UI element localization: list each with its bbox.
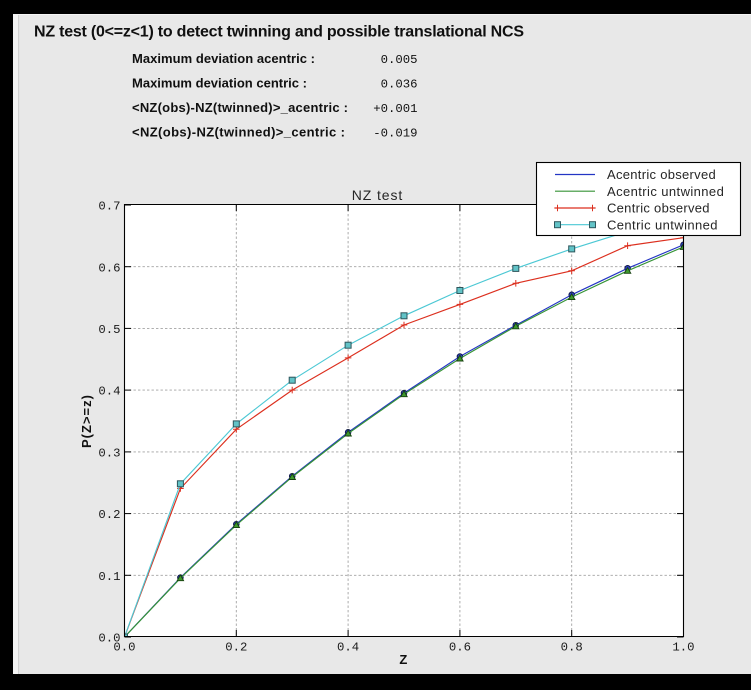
- svg-text:0.5: 0.5: [98, 323, 120, 337]
- svg-text:0.1: 0.1: [98, 570, 120, 584]
- svg-text:NZ test (0<=z<1) to detect twi: NZ test (0<=z<1) to detect twinning and …: [34, 24, 524, 41]
- svg-text:0.2: 0.2: [225, 641, 247, 655]
- svg-text:0.6: 0.6: [449, 641, 471, 655]
- svg-text:Acentric observed: Acentric observed: [607, 167, 716, 182]
- svg-text:<NZ(obs)-NZ(twinned)>_centric: <NZ(obs)-NZ(twinned)>_centric :: [132, 124, 345, 139]
- svg-text:Centric untwinned: Centric untwinned: [607, 217, 718, 232]
- svg-text:0.0: 0.0: [113, 641, 135, 655]
- svg-text:0.8: 0.8: [561, 641, 583, 655]
- svg-text:0.6: 0.6: [98, 261, 120, 275]
- svg-text:1.0: 1.0: [672, 641, 694, 655]
- svg-text:0.3: 0.3: [98, 447, 120, 461]
- svg-text:Centric observed: Centric observed: [607, 201, 710, 216]
- svg-text:P(Z>=z): P(Z>=z): [79, 395, 94, 448]
- svg-text:Maximum deviation acentric :: Maximum deviation acentric :: [132, 51, 315, 66]
- svg-text:Maximum deviation centric :: Maximum deviation centric :: [132, 75, 307, 90]
- svg-text:0.005: 0.005: [381, 53, 418, 67]
- svg-text:0.2: 0.2: [98, 508, 120, 522]
- svg-text:0.7: 0.7: [98, 200, 120, 214]
- svg-text:Acentric untwinned: Acentric untwinned: [607, 184, 724, 199]
- svg-text:0.4: 0.4: [98, 385, 120, 399]
- svg-text:0.036: 0.036: [381, 77, 418, 91]
- svg-text:0.4: 0.4: [337, 641, 359, 655]
- svg-text:Z: Z: [399, 652, 407, 667]
- svg-text:+0.001: +0.001: [373, 102, 417, 116]
- svg-text:<NZ(obs)-NZ(twinned)>_acentric: <NZ(obs)-NZ(twinned)>_acentric :: [132, 100, 348, 115]
- svg-text:0.0: 0.0: [98, 632, 120, 646]
- svg-text:NZ test: NZ test: [352, 187, 403, 203]
- svg-text:-0.019: -0.019: [373, 126, 417, 140]
